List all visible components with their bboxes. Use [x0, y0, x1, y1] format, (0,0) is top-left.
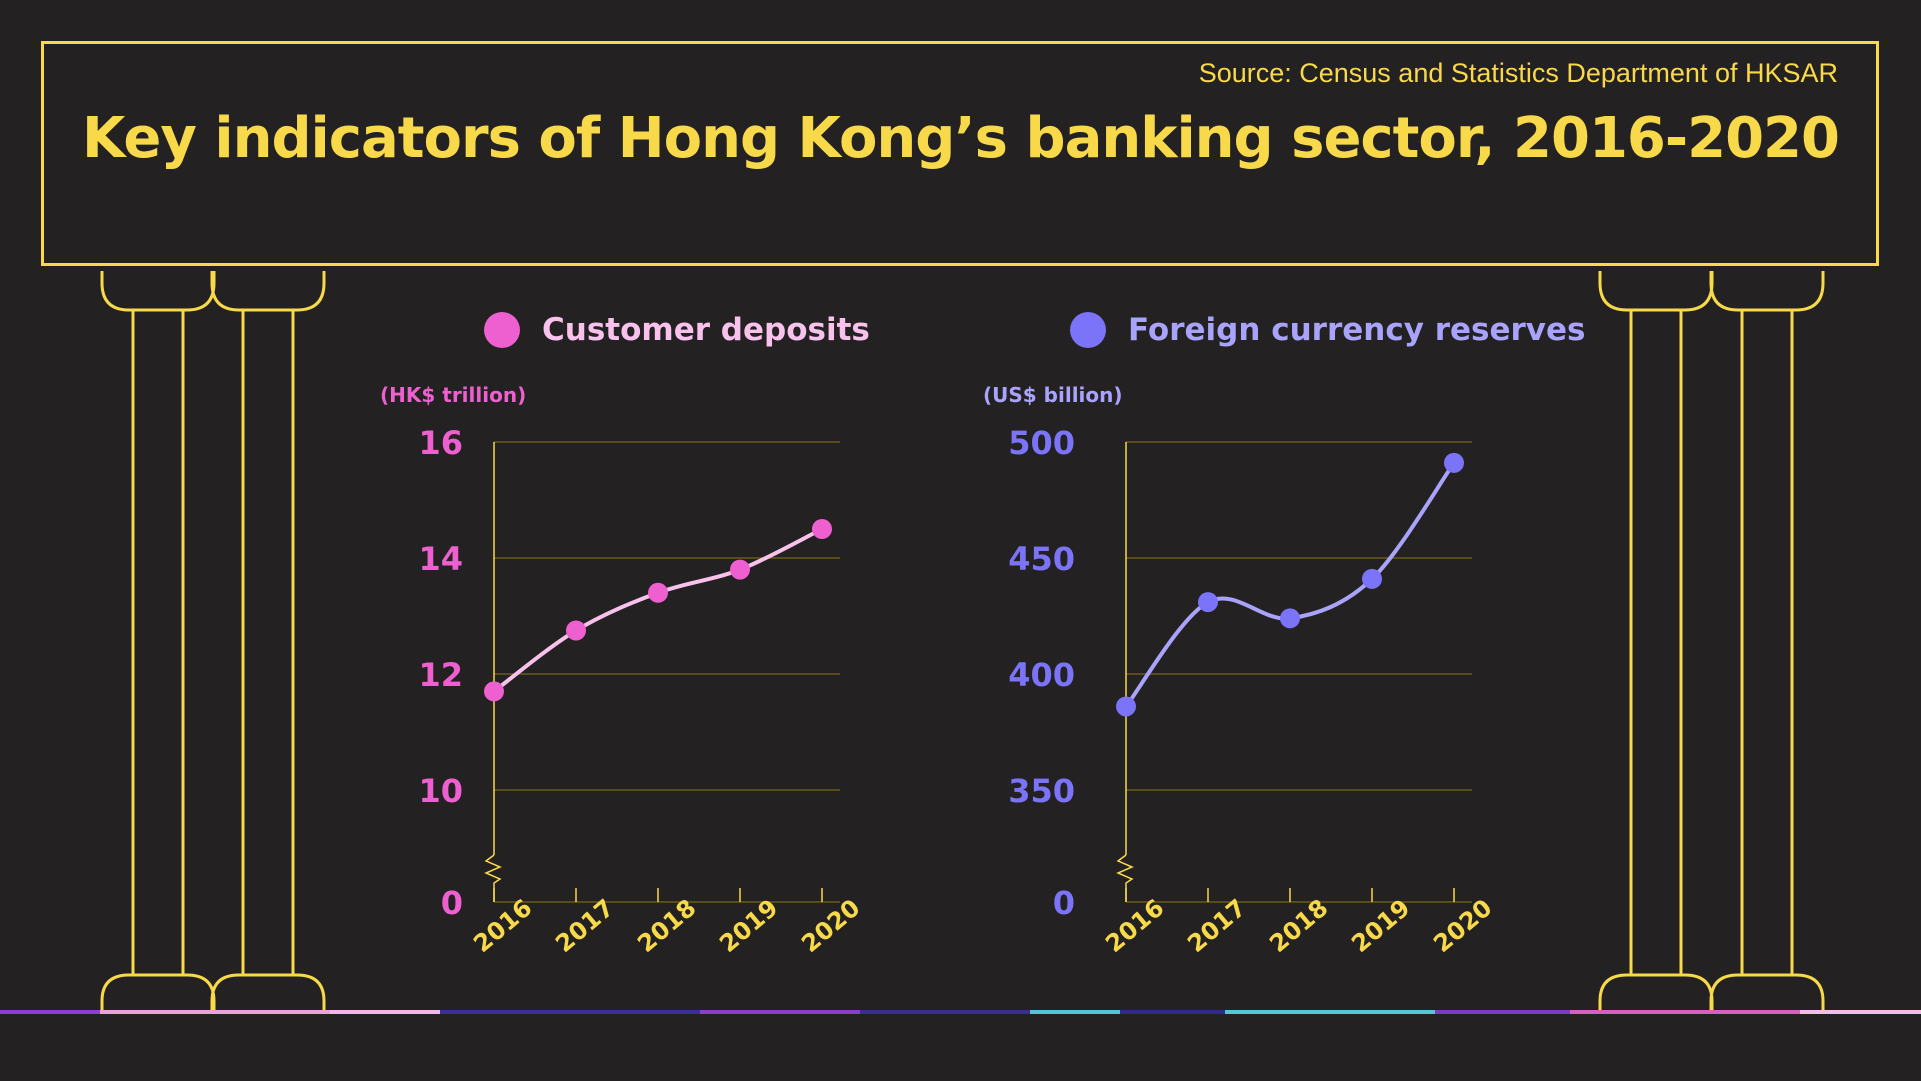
- reserves-y-tick: 0: [1053, 884, 1075, 922]
- deposits-y-tick: 12: [418, 656, 463, 694]
- pillar-capital: [210, 271, 326, 312]
- floor-strip-segment: [1120, 1010, 1225, 1014]
- reserves-data-point: [1280, 608, 1300, 629]
- deposits-data-point: [484, 681, 504, 702]
- deposits-x-label: 2020: [796, 894, 865, 958]
- pillar-4: [1709, 271, 1825, 1013]
- reserves-x-label: 2018: [1264, 894, 1333, 958]
- pillar-capital: [1709, 271, 1825, 312]
- reserves-axis-break: [1116, 854, 1134, 902]
- deposits-data-point: [730, 559, 750, 580]
- reserves-y-tick: 350: [1008, 772, 1075, 810]
- reserves-x-label: 2020: [1428, 894, 1497, 958]
- legend-reserves-label: Foreign currency reserves: [1128, 312, 1586, 348]
- pillar-capital: [100, 271, 216, 312]
- source-note: Source: Census and Statistics Department…: [1198, 58, 1838, 88]
- floor-strip-segment: [330, 1010, 440, 1014]
- deposits-y-tick: 14: [418, 540, 463, 578]
- reserves-y-tick: 500: [1008, 424, 1075, 462]
- legend-deposits: Customer deposits: [484, 312, 870, 348]
- pillar-base: [1598, 973, 1714, 1013]
- deposits-x-label: 2017: [550, 894, 619, 958]
- deposits-y-tick: 0: [441, 884, 463, 922]
- pillar-2: [210, 271, 326, 1013]
- floor-strip-segment: [1570, 1010, 1800, 1014]
- floor-strip-segment: [100, 1010, 330, 1014]
- floor-strip-segment: [1225, 1010, 1435, 1014]
- reserves-data-point: [1116, 696, 1136, 717]
- reserves-x-label: 2017: [1182, 894, 1251, 958]
- pillar-base: [210, 973, 326, 1013]
- legend-reserves: Foreign currency reserves: [1070, 312, 1585, 348]
- deposits-axis-break: [484, 854, 502, 902]
- pillar-capital: [1598, 271, 1714, 312]
- pillar-base: [1709, 973, 1825, 1013]
- deposits-y-tick: 16: [418, 424, 463, 462]
- floor-strip-segment: [1800, 1010, 1921, 1014]
- deposits-chart: 0 10 12 14 16 2016 2017 2018 2019 2020: [418, 424, 865, 958]
- pillar-3: [1598, 271, 1714, 1013]
- deposits-data-point: [812, 519, 832, 539]
- pillar-1: [100, 271, 216, 1013]
- legend-reserves-dot: [1070, 312, 1106, 348]
- floor-strip-segment: [700, 1010, 860, 1014]
- deposits-x-label: 2016: [468, 894, 537, 958]
- legend-deposits-label: Customer deposits: [542, 312, 870, 348]
- title-banner: [41, 41, 1879, 266]
- pillar-base: [100, 973, 216, 1013]
- page-title: Key indicators of Hong Kong’s banking se…: [82, 106, 1840, 171]
- reserves-x-label: 2016: [1100, 894, 1169, 958]
- deposits-series-line: [492, 527, 823, 694]
- floor-strip-segment: [0, 1010, 100, 1014]
- legend-deposits-dot: [484, 312, 520, 348]
- reserves-x-label: 2019: [1346, 894, 1415, 958]
- floor-strip-segment: [1030, 1010, 1120, 1014]
- reserves-data-point: [1362, 568, 1382, 589]
- deposits-x-label: 2018: [632, 894, 701, 958]
- reserves-data-point: [1198, 592, 1218, 613]
- floor-strip-segment: [1435, 1010, 1570, 1014]
- deposits-data-point: [648, 582, 668, 603]
- deposits-x-label: 2019: [714, 894, 783, 958]
- reserves-unit-label: (US$ billion): [983, 383, 1123, 407]
- reserves-data-point: [1444, 452, 1464, 473]
- reserves-y-tick: 450: [1008, 540, 1075, 578]
- reserves-chart: 0 350 400 450 500 2016 2017 2018 2019 2020: [1008, 424, 1497, 958]
- deposits-data-point: [566, 620, 586, 641]
- floor-strip-segment: [860, 1010, 1030, 1014]
- reserves-series-line: [1124, 461, 1456, 708]
- deposits-y-tick: 10: [418, 772, 463, 810]
- reserves-y-tick: 400: [1008, 656, 1075, 694]
- deposits-unit-label: (HK$ trillion): [380, 383, 527, 407]
- floor-strip-segment: [440, 1010, 700, 1014]
